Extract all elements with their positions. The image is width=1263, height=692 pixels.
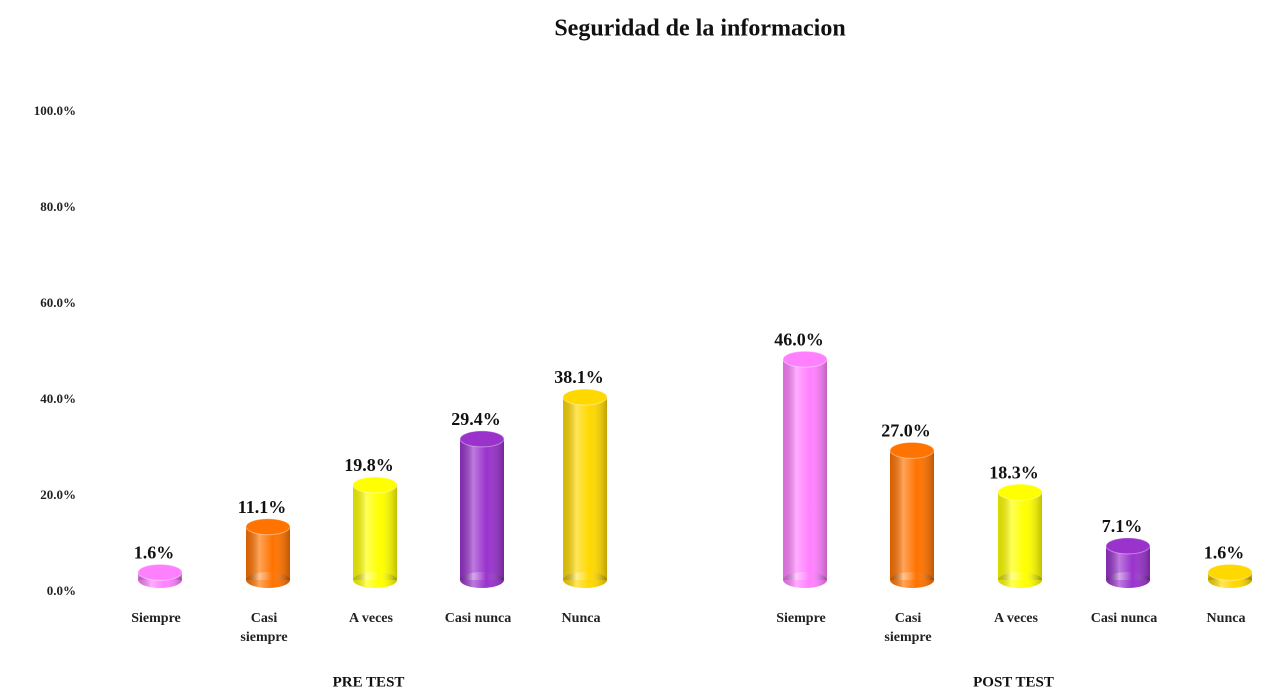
x-tick-label: Casi nunca: [1090, 611, 1158, 626]
value-label: 29.4%: [451, 409, 501, 429]
bar-shade: [353, 484, 397, 580]
bar-bottom-shade: [460, 572, 504, 588]
x-tick-label: Nunca: [1206, 611, 1246, 626]
bar-shade: [890, 450, 934, 580]
chart-title: Seguridad de la informacion: [554, 16, 845, 42]
x-tick-label: Siempre: [131, 611, 181, 626]
bar-bottom-shade: [783, 572, 827, 588]
y-tick-label: 60.0%: [40, 295, 76, 310]
x-tick-label: A veces: [994, 611, 1038, 626]
bar-shade: [783, 359, 827, 580]
bar-top: [889, 441, 935, 459]
value-label: 19.8%: [344, 455, 394, 475]
bar-shade: [563, 397, 607, 580]
bar-bottom-shade: [563, 572, 607, 588]
bar-top: [782, 350, 828, 368]
value-label: 1.6%: [134, 542, 175, 562]
value-label: 38.1%: [554, 367, 604, 387]
bar-bottom-shade: [890, 572, 934, 588]
bar-bottom-shade: [353, 572, 397, 588]
x-tick-label: Casi siempre: [884, 611, 932, 645]
bar-top: [459, 430, 505, 448]
y-tick-label: 0.0%: [47, 583, 76, 598]
y-tick-label: 20.0%: [40, 487, 76, 502]
bar-top: [997, 483, 1043, 501]
value-label: 7.1%: [1102, 516, 1143, 536]
bar-bottom-shade: [246, 572, 290, 588]
x-tick-label: Siempre: [776, 611, 826, 626]
x-tick-label: Nunca: [561, 611, 601, 626]
x-tick-label: Casi siempre: [240, 611, 288, 645]
y-tick-label: 80.0%: [40, 199, 76, 214]
bar-bottom-shade: [998, 572, 1042, 588]
value-label: 11.1%: [238, 497, 287, 517]
bar-top: [1105, 537, 1151, 555]
value-label: 1.6%: [1204, 542, 1245, 562]
bar-shade: [998, 492, 1042, 580]
bar-top: [352, 476, 398, 494]
value-label: 27.0%: [881, 421, 931, 441]
bar-shade: [246, 526, 290, 580]
y-tick-label: 100.0%: [34, 103, 76, 118]
bar-top: [245, 518, 291, 536]
bar-bottom-shade: [1106, 572, 1150, 588]
bar-top: [1207, 563, 1253, 581]
bar-shade: [460, 438, 504, 580]
group-label: PRE TEST: [333, 674, 405, 690]
x-tick-label: Casi nunca: [444, 611, 512, 626]
bar-top: [562, 388, 608, 406]
value-label: 18.3%: [989, 462, 1039, 482]
group-label: POST TEST: [973, 674, 1054, 690]
value-label: 46.0%: [774, 329, 824, 349]
bar-top: [137, 563, 183, 581]
x-tick-label: A veces: [349, 611, 393, 626]
y-tick-label: 40.0%: [40, 391, 76, 406]
